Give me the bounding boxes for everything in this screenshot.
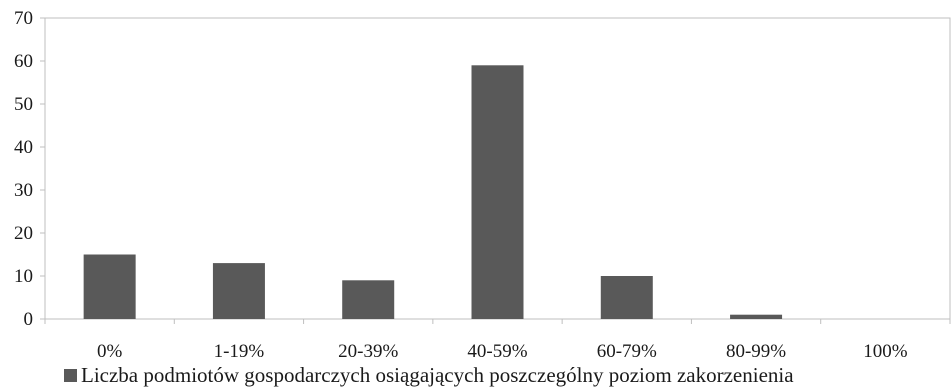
bar-1-19% [212,263,265,319]
bar-20-39% [342,280,395,319]
x-tick-label: 40-59% [467,341,527,362]
y-tick-label: 70 [14,8,33,29]
x-tick-label: 60-79% [597,341,657,362]
legend-swatch [64,368,77,382]
y-tick-label: 40 [14,137,33,158]
y-axis: 0 10 20 30 40 50 60 70 [14,8,45,330]
bar-80-99% [730,314,783,319]
bar-0% [83,254,136,319]
bar-series [83,65,783,319]
x-tick-label: 20-39% [338,341,398,362]
legend: Liczba podmiotów gospodarczych osiągając… [64,363,794,387]
bar-60-79% [600,276,653,319]
legend-label: Liczba podmiotów gospodarczych osiągając… [81,362,794,387]
y-tick-label: 50 [14,94,33,115]
x-tick-label: 80-99% [726,341,786,362]
y-tick-label: 30 [14,180,33,201]
bar-40-59% [471,65,524,319]
x-tick-label: 0% [97,341,123,362]
x-tick-label: 100% [863,341,908,362]
y-tick-label: 20 [14,223,33,244]
x-tick-label: 1-19% [214,341,265,362]
x-axis: 0% 1-19% 20-39% 40-59% 60-79% 80-99% 100% [44,318,951,362]
y-tick-label: 0 [24,309,34,330]
y-tick-label: 60 [14,51,33,72]
y-tick-label: 10 [14,266,33,287]
